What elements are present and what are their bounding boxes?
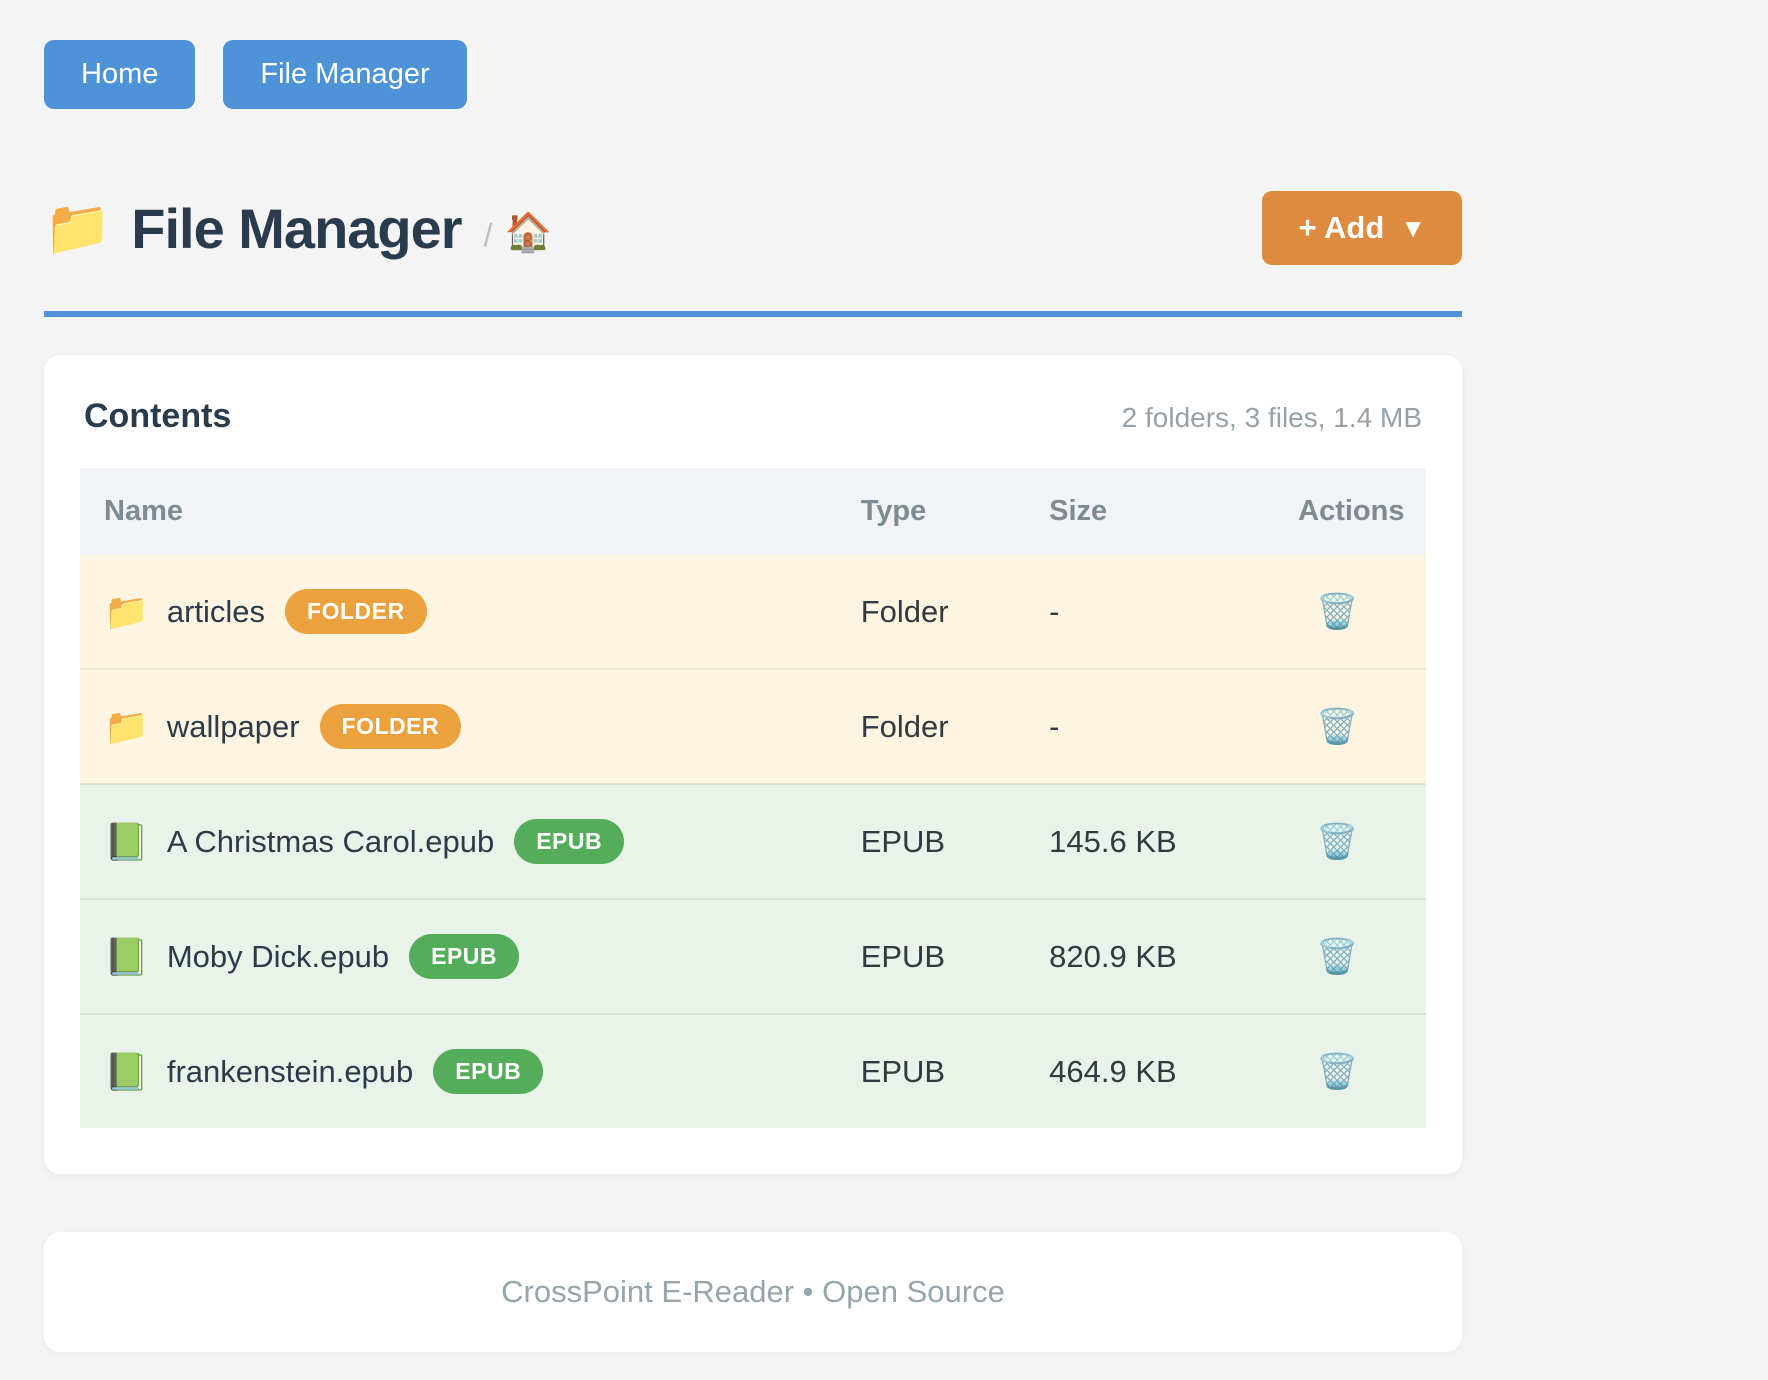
add-button[interactable]: + Add ▼: [1262, 191, 1462, 265]
breadcrumb-separator: /: [483, 216, 493, 253]
file-name[interactable]: A Christmas Carol.epub: [166, 823, 495, 859]
footer-text: CrossPoint E-Reader • Open Source: [501, 1274, 1005, 1309]
trash-icon: 🗑️: [1316, 822, 1359, 861]
trash-icon: 🗑️: [1316, 1052, 1359, 1091]
type-badge: EPUB: [514, 819, 625, 864]
column-header-size: Size: [1049, 468, 1299, 555]
file-icon: 📁: [104, 705, 149, 747]
trash-icon: 🗑️: [1316, 937, 1359, 976]
file-name[interactable]: wallpaper: [166, 708, 300, 744]
page-header: 📁 File Manager / 🏠 + Add ▼: [44, 191, 1462, 265]
home-nav-button[interactable]: Home: [44, 40, 196, 109]
table-row[interactable]: 📗 frankenstein.epub EPUB EPUB 464.9 KB 🗑…: [80, 1014, 1426, 1128]
chevron-down-icon: ▼: [1400, 212, 1426, 243]
page-content: Home File Manager 📁 File Manager / 🏠 + A…: [44, 40, 1462, 1352]
delete-button[interactable]: 🗑️: [1312, 591, 1362, 633]
type-badge: EPUB: [409, 934, 520, 979]
contents-summary: 2 folders, 3 files, 1.4 MB: [1121, 402, 1422, 433]
delete-button[interactable]: 🗑️: [1312, 1051, 1362, 1093]
delete-button[interactable]: 🗑️: [1312, 936, 1362, 978]
table-row[interactable]: 📁 wallpaper FOLDER Folder - 🗑️: [80, 669, 1426, 784]
delete-button[interactable]: 🗑️: [1312, 821, 1362, 863]
file-size: 820.9 KB: [1049, 938, 1177, 974]
contents-title: Contents: [84, 397, 232, 435]
trash-icon: 🗑️: [1316, 592, 1359, 631]
table-header-row: Name Type Size Actions: [80, 468, 1426, 555]
file-type: EPUB: [860, 1053, 946, 1089]
file-icon: 📁: [104, 590, 149, 632]
file-type: EPUB: [860, 938, 946, 974]
contents-card: Contents 2 folders, 3 files, 1.4 MB Name…: [44, 355, 1462, 1174]
folder-icon: 📁: [44, 197, 112, 258]
file-name[interactable]: frankenstein.epub: [166, 1053, 414, 1089]
file-table: Name Type Size Actions 📁 articles FOLDER…: [80, 468, 1426, 1128]
file-size: -: [1049, 593, 1060, 629]
file-type: Folder: [860, 708, 949, 744]
file-name[interactable]: Moby Dick.epub: [166, 938, 390, 974]
add-button-label: + Add: [1298, 210, 1385, 245]
contents-card-header: Contents 2 folders, 3 files, 1.4 MB: [80, 397, 1426, 436]
table-row[interactable]: 📗 A Christmas Carol.epub EPUB EPUB 145.6…: [80, 784, 1426, 899]
file-icon: 📗: [104, 1050, 149, 1092]
type-badge: EPUB: [433, 1049, 544, 1094]
file-size: 145.6 KB: [1049, 823, 1177, 859]
type-badge: FOLDER: [319, 704, 462, 749]
trash-icon: 🗑️: [1316, 707, 1359, 746]
file-size: 464.9 KB: [1049, 1053, 1177, 1089]
column-header-name: Name: [80, 468, 861, 555]
type-badge: FOLDER: [285, 589, 427, 634]
file-manager-nav-button[interactable]: File Manager: [223, 40, 467, 109]
column-header-type: Type: [860, 468, 1050, 555]
top-nav: Home File Manager: [44, 40, 1462, 109]
file-size: -: [1049, 708, 1060, 744]
home-breadcrumb-icon[interactable]: 🏠: [504, 212, 552, 254]
title-divider: [44, 311, 1462, 317]
file-type: EPUB: [860, 823, 946, 859]
file-type: Folder: [860, 593, 949, 629]
file-icon: 📗: [104, 820, 149, 862]
file-name[interactable]: articles: [166, 593, 266, 629]
title-area: 📁 File Manager / 🏠: [44, 196, 552, 261]
delete-button[interactable]: 🗑️: [1312, 706, 1362, 748]
page-title: File Manager: [131, 196, 462, 260]
file-icon: 📗: [104, 935, 149, 977]
column-header-actions: Actions: [1298, 468, 1426, 555]
table-row[interactable]: 📗 Moby Dick.epub EPUB EPUB 820.9 KB 🗑️: [80, 899, 1426, 1014]
table-row[interactable]: 📁 articles FOLDER Folder - 🗑️: [80, 555, 1426, 669]
footer: CrossPoint E-Reader • Open Source: [44, 1232, 1462, 1352]
